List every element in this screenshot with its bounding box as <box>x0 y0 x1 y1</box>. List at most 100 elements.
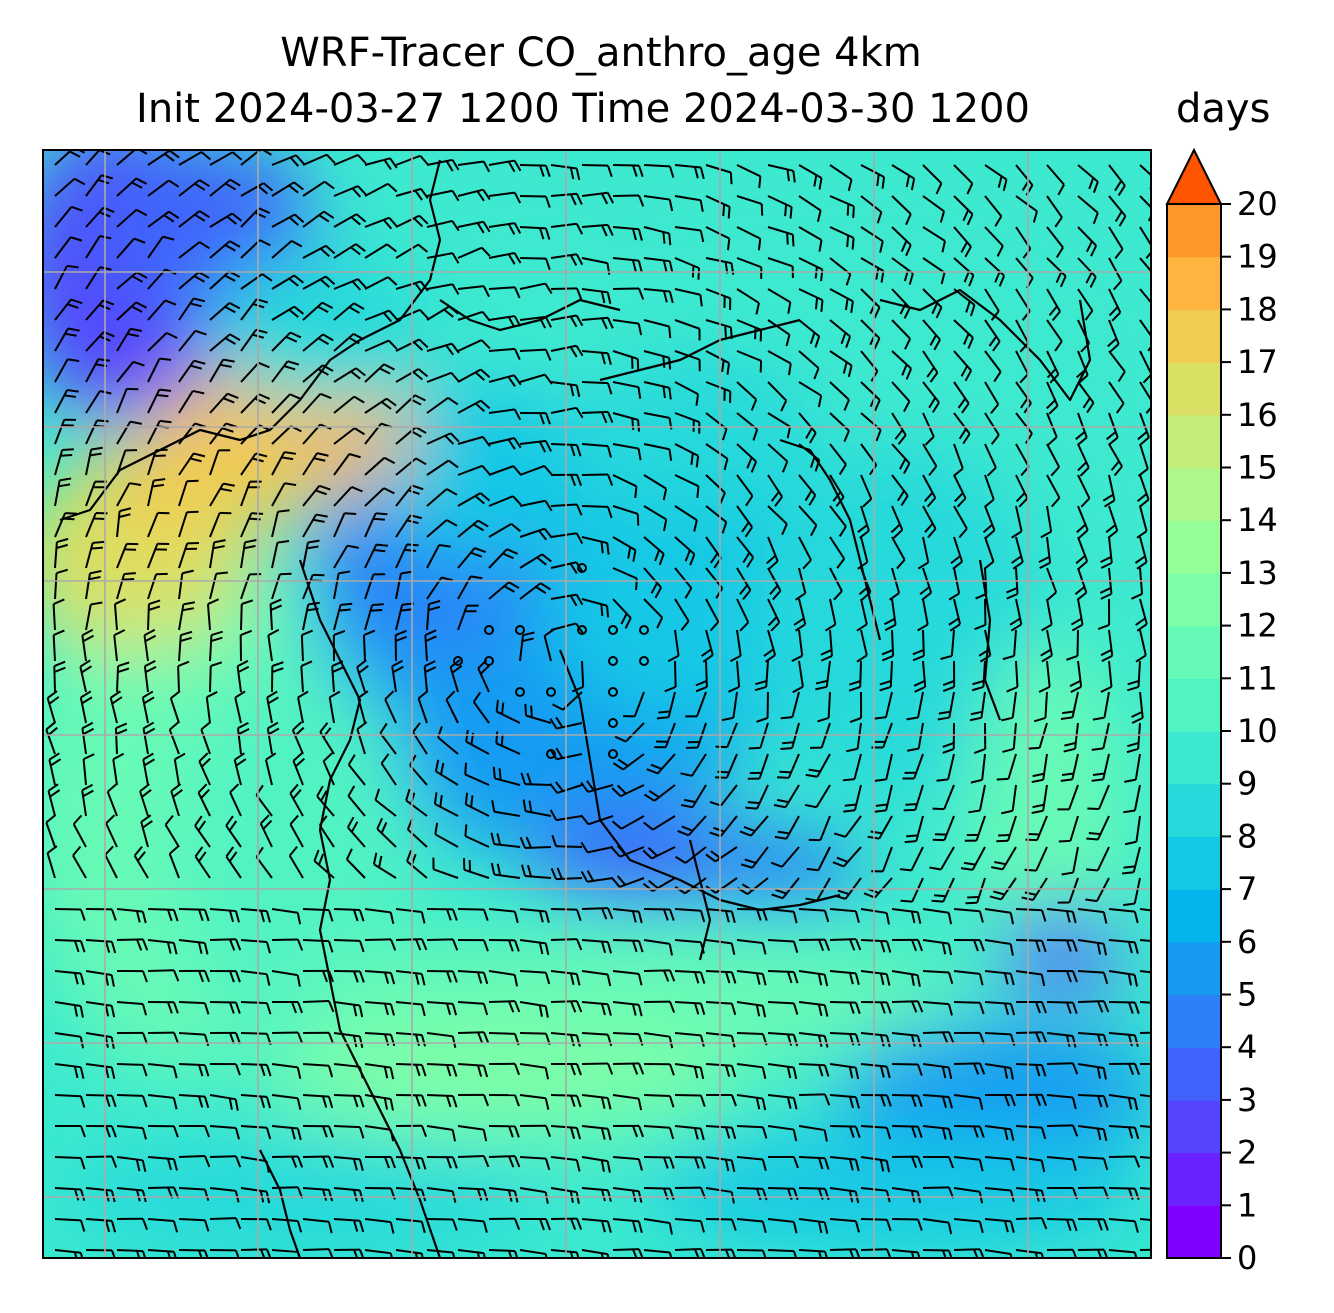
colorbar-tick-label: 3 <box>1237 1081 1257 1119</box>
wind-barb <box>395 484 424 507</box>
wind-barb <box>302 1125 334 1138</box>
wind-barb <box>747 753 769 780</box>
wind-barb <box>302 1094 334 1109</box>
wind-barb <box>612 164 644 178</box>
wind-barb <box>912 629 925 662</box>
wind-barb <box>1046 567 1058 601</box>
wind-barb <box>953 1218 984 1234</box>
wind-barb <box>147 210 180 228</box>
wind-barb <box>948 598 962 632</box>
wind-barb <box>550 1000 583 1013</box>
wind-barb <box>1107 319 1120 353</box>
wind-barb <box>116 1125 147 1140</box>
wind-barb <box>1046 443 1060 477</box>
wind-barb <box>736 505 753 538</box>
wind-barb <box>333 512 357 538</box>
wind-barb <box>857 536 869 570</box>
wind-barb <box>1105 505 1119 539</box>
wind-barb <box>116 177 148 197</box>
wind-barb <box>395 938 428 951</box>
wind-barb <box>874 753 893 782</box>
wind-barb <box>695 660 708 693</box>
wind-barb <box>883 598 897 632</box>
wind-barb <box>754 660 769 692</box>
wind-barb <box>1124 815 1141 846</box>
colorbar-tick-label: 9 <box>1237 765 1257 803</box>
colorbar-tick-label: 6 <box>1237 923 1257 961</box>
wind-barb <box>953 195 974 226</box>
wind-barb <box>54 264 79 290</box>
wind-barb <box>328 690 341 724</box>
wind-barb <box>891 164 916 191</box>
wind-barb <box>736 195 764 216</box>
wind-barb <box>333 395 365 414</box>
wind-barb <box>729 629 742 663</box>
wind-barb <box>907 722 924 752</box>
wind-barb <box>829 381 850 411</box>
wind-barb <box>178 1155 211 1168</box>
wind-barb <box>225 815 242 848</box>
wind-barb <box>674 567 693 599</box>
wind-barb <box>891 1094 923 1108</box>
wind-barb <box>209 240 241 259</box>
wind-barb <box>922 1063 953 1080</box>
wind-barb <box>845 722 862 753</box>
wind-barb <box>1046 1124 1079 1137</box>
wind-barb <box>53 660 66 693</box>
wind-barb <box>829 1156 860 1172</box>
wind-barb <box>860 257 885 283</box>
wind-barb <box>1108 226 1124 259</box>
wind-barb <box>395 1063 427 1077</box>
wind-barb <box>112 752 125 786</box>
wind-barb <box>488 1125 520 1138</box>
wind-barb <box>168 721 180 755</box>
wind-barb <box>1038 536 1052 569</box>
wind-barb <box>612 1124 644 1138</box>
wind-barb <box>612 1001 643 1017</box>
wind-barb <box>209 1217 242 1230</box>
wind-barb <box>1139 908 1151 912</box>
wind-barb <box>829 1094 860 1109</box>
colorbar-segment <box>1167 520 1221 574</box>
wind-barb <box>611 875 645 888</box>
wind-barb <box>891 938 923 952</box>
wind-barb <box>426 519 458 538</box>
wind-barb <box>488 581 520 600</box>
wind-barb <box>1102 474 1116 508</box>
wind-barb <box>271 213 305 228</box>
wind-barb <box>581 1249 610 1258</box>
wind-barb <box>147 969 180 982</box>
calm-wind-circle <box>608 625 618 635</box>
wind-barb <box>614 722 645 743</box>
wind-barb <box>240 207 271 228</box>
wind-barb <box>767 505 788 536</box>
wind-barb <box>364 487 395 507</box>
colorbar-segment <box>1167 467 1221 521</box>
colorbar-tick-label: 0 <box>1237 1239 1257 1277</box>
coastline <box>558 649 841 912</box>
wind-barb <box>1123 784 1141 814</box>
wind-barb <box>1011 536 1024 570</box>
wind-barb <box>736 1156 767 1172</box>
wind-barb <box>736 1125 768 1139</box>
wind-barb <box>457 188 491 202</box>
wind-barb <box>457 492 491 507</box>
wind-barb <box>395 1032 427 1047</box>
wind-barb <box>643 505 668 532</box>
wind-barb <box>48 752 62 786</box>
wind-barb <box>116 572 136 600</box>
wind-barb <box>1015 412 1033 444</box>
wind-barb <box>581 970 612 987</box>
wind-barb <box>623 691 645 718</box>
wind-barb <box>643 319 672 339</box>
wind-barb <box>54 418 76 445</box>
wind-barb <box>178 630 193 662</box>
wind-barb <box>116 271 148 290</box>
wind-barb <box>767 474 783 507</box>
wind-barb <box>1015 1063 1047 1077</box>
wind-barb <box>674 319 701 341</box>
wind-barb <box>1108 1249 1138 1258</box>
wind-barb <box>147 1125 179 1138</box>
wind-barb <box>333 1218 365 1233</box>
wind-barb <box>740 846 769 869</box>
